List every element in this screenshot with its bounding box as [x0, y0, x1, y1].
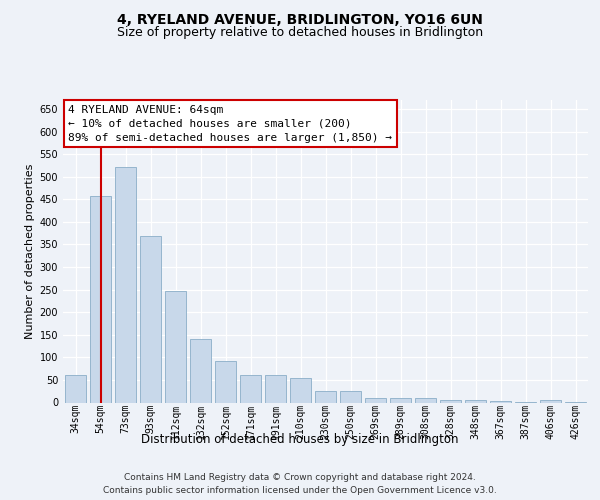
Bar [390, 398, 411, 402]
Bar [240, 375, 261, 402]
Text: Contains HM Land Registry data © Crown copyright and database right 2024.: Contains HM Land Registry data © Crown c… [124, 472, 476, 482]
Bar [490, 400, 511, 402]
Bar [65, 374, 86, 402]
Bar [440, 400, 461, 402]
Text: Contains public sector information licensed under the Open Government Licence v3: Contains public sector information licen… [103, 486, 497, 495]
Bar [115, 167, 136, 402]
Bar [265, 376, 286, 402]
Text: 4, RYELAND AVENUE, BRIDLINGTON, YO16 6UN: 4, RYELAND AVENUE, BRIDLINGTON, YO16 6UN [117, 12, 483, 26]
Bar [290, 378, 311, 402]
Bar [190, 340, 211, 402]
Bar [315, 391, 336, 402]
Text: Distribution of detached houses by size in Bridlington: Distribution of detached houses by size … [141, 432, 459, 446]
Y-axis label: Number of detached properties: Number of detached properties [25, 164, 35, 339]
Bar [90, 196, 111, 402]
Bar [165, 290, 186, 403]
Bar [215, 361, 236, 403]
Bar [415, 398, 436, 402]
Text: Size of property relative to detached houses in Bridlington: Size of property relative to detached ho… [117, 26, 483, 39]
Text: 4 RYELAND AVENUE: 64sqm
← 10% of detached houses are smaller (200)
89% of semi-d: 4 RYELAND AVENUE: 64sqm ← 10% of detache… [68, 104, 392, 142]
Bar [540, 400, 561, 402]
Bar [465, 400, 486, 402]
Bar [140, 236, 161, 402]
Bar [340, 391, 361, 402]
Bar [365, 398, 386, 402]
